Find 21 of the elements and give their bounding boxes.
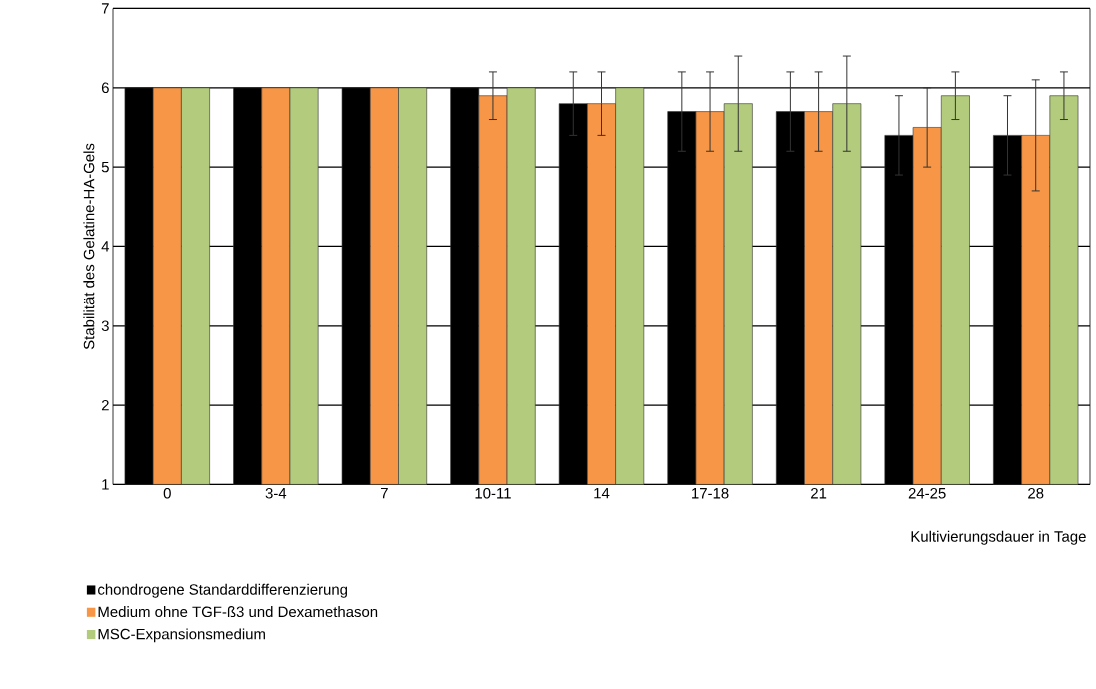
x-tick-label: 14 [594,487,610,499]
y-tick-label: 3 [101,320,109,331]
legend-label: MSC-Expansionsmedium [98,628,265,643]
x-tick-label: 24-25 [908,487,946,499]
legend-label: Medium ohne TGF-ß3 und Dexamethason [98,605,378,617]
x-tick-label: 17-18 [692,487,729,499]
y-tick-label: 7 [101,3,109,14]
x-axis-title: Kultivierungsdauer in Tage [911,530,1086,545]
x-tick-label: 0 [163,487,171,499]
y-axis-title: Stabilität des Gelatine-HA-Gels [83,143,95,349]
legend-label: chondrogene Standarddifferenzierung [98,583,348,598]
y-tick-label: 6 [101,82,109,93]
y-tick-label: 4 [101,241,110,252]
x-tick-label: 21 [811,487,827,499]
y-tick-label: 1 [102,479,109,490]
y-tick-label: 2 [101,399,109,411]
x-tick-label: 3-4 [265,487,287,499]
x-tick-label: 10-11 [475,487,511,499]
x-tick-label: 28 [1028,487,1044,499]
y-tick-label: 5 [101,161,109,173]
x-tick-label: 7 [381,487,388,499]
